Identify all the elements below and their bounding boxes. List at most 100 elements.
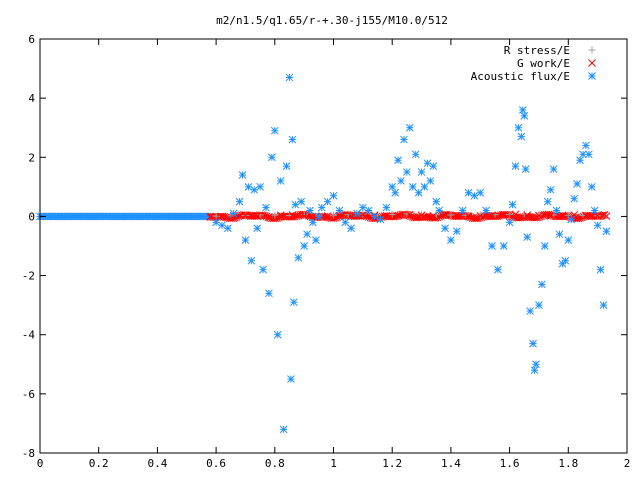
- acoustic-flux-point: [543, 197, 552, 206]
- acoustic-flux-point: [376, 215, 385, 224]
- acoustic-flux-point: [285, 73, 294, 82]
- g-work-point: [417, 211, 426, 220]
- acoustic-flux-point: [535, 301, 543, 309]
- acoustic-flux-point: [400, 135, 408, 144]
- x-tick-label: 2: [624, 457, 631, 470]
- acoustic-flux-point: [223, 224, 232, 233]
- acoustic-flux-point: [329, 191, 338, 200]
- r-stress-point: [388, 210, 396, 218]
- acoustic-flux-point: [520, 112, 529, 120]
- acoustic-flux-point: [341, 218, 350, 227]
- g-work-point: [582, 211, 590, 220]
- plot-area: [36, 73, 611, 434]
- legend-label: G work/E: [517, 57, 570, 70]
- g-work-point: [394, 211, 402, 220]
- x-tick-label: 1.4: [441, 457, 461, 470]
- acoustic-flux-point: [596, 265, 605, 274]
- acoustic-flux-point: [511, 162, 520, 171]
- acoustic-flux-point: [408, 183, 417, 191]
- acoustic-flux-point: [488, 242, 496, 250]
- acoustic-flux-point: [273, 330, 282, 339]
- acoustic-flux-point: [482, 206, 490, 215]
- acoustic-flux-point: [505, 218, 514, 227]
- acoustic-flux-point: [411, 150, 420, 159]
- acoustic-flux-point: [476, 188, 485, 197]
- r-stress-point: [359, 210, 367, 218]
- acoustic-flux-point: [312, 236, 320, 244]
- acoustic-flux-point: [364, 206, 373, 215]
- acoustic-flux-point: [347, 224, 355, 233]
- acoustic-flux-point: [590, 206, 599, 215]
- acoustic-flux-point: [523, 233, 532, 241]
- acoustic-flux-point: [323, 197, 332, 206]
- acoustic-flux-point: [546, 185, 555, 194]
- acoustic-flux-point: [570, 194, 579, 203]
- x-tick-label: 0.2: [89, 457, 109, 470]
- r-stress-point: [271, 211, 279, 219]
- r-stress-point: [418, 210, 426, 218]
- acoustic-flux-point: [317, 203, 326, 212]
- series-2: [212, 73, 611, 434]
- acoustic-flux-point: [555, 230, 564, 239]
- acoustic-flux-point: [417, 168, 426, 176]
- acoustic-flux-point: [268, 153, 276, 162]
- acoustic-flux-point: [309, 218, 317, 227]
- r-stress-point: [300, 211, 308, 219]
- acoustic-flux-point: [579, 150, 587, 159]
- acoustic-flux-point: [584, 150, 593, 159]
- g-work-point: [358, 211, 367, 219]
- acoustic-flux-point: [290, 298, 298, 307]
- g-work-point: [288, 211, 297, 219]
- acoustic-flux-point: [241, 236, 250, 244]
- acoustic-flux-point: [447, 236, 455, 244]
- legend-label: R stress/E: [504, 44, 570, 57]
- acoustic-flux-point: [530, 366, 539, 375]
- acoustic-flux-point: [499, 242, 508, 250]
- g-work-point: [382, 211, 391, 220]
- r-stress-point: [506, 210, 514, 218]
- acoustic-flux-point: [593, 221, 602, 230]
- g-work-point: [558, 211, 567, 220]
- g-work-point: [593, 211, 602, 220]
- acoustic-flux-point: [303, 230, 311, 239]
- r-stress-point: [476, 211, 484, 219]
- acoustic-flux-point: [382, 203, 391, 212]
- g-work-point: [265, 213, 273, 221]
- acoustic-flux-point: [279, 425, 288, 434]
- acoustic-flux-point: [391, 188, 399, 197]
- acoustic-flux-point: [297, 197, 306, 206]
- acoustic-flux-point: [441, 224, 449, 233]
- g-work-point: [570, 211, 579, 219]
- y-tick-label: 4: [28, 92, 35, 105]
- acoustic-flux-point: [294, 253, 303, 262]
- acoustic-flux-point: [420, 183, 429, 191]
- y-tick-label: -4: [22, 329, 36, 342]
- acoustic-flux-point: [518, 106, 527, 114]
- acoustic-flux-point: [403, 168, 411, 176]
- g-work-point: [511, 210, 520, 219]
- g-work-point: [452, 211, 461, 220]
- y-tick-label: 6: [28, 33, 35, 46]
- acoustic-flux-point: [549, 165, 558, 173]
- x-tick-label: 1.2: [382, 457, 402, 470]
- g-work-point: [241, 211, 250, 220]
- r-stress-point: [564, 211, 572, 219]
- acoustic-flux-point: [540, 242, 549, 250]
- r-stress-point: [447, 211, 455, 219]
- acoustic-flux-point: [314, 212, 323, 221]
- acoustic-flux-point: [526, 307, 534, 315]
- acoustic-flux-point: [452, 227, 461, 236]
- acoustic-flux-point: [276, 177, 285, 185]
- acoustic-flux-point: [300, 242, 309, 250]
- legend-marker: [588, 46, 596, 54]
- y-tick-label: 0: [28, 210, 35, 223]
- acoustic-flux-point: [458, 206, 467, 215]
- acoustic-flux-zero-band: [36, 212, 213, 221]
- acoustic-flux-point: [238, 171, 247, 179]
- legend-marker: [588, 59, 596, 67]
- acoustic-flux-point: [282, 162, 291, 171]
- g-work-point: [441, 211, 449, 219]
- acoustic-flux-point: [405, 123, 414, 132]
- g-work-point: [499, 211, 508, 219]
